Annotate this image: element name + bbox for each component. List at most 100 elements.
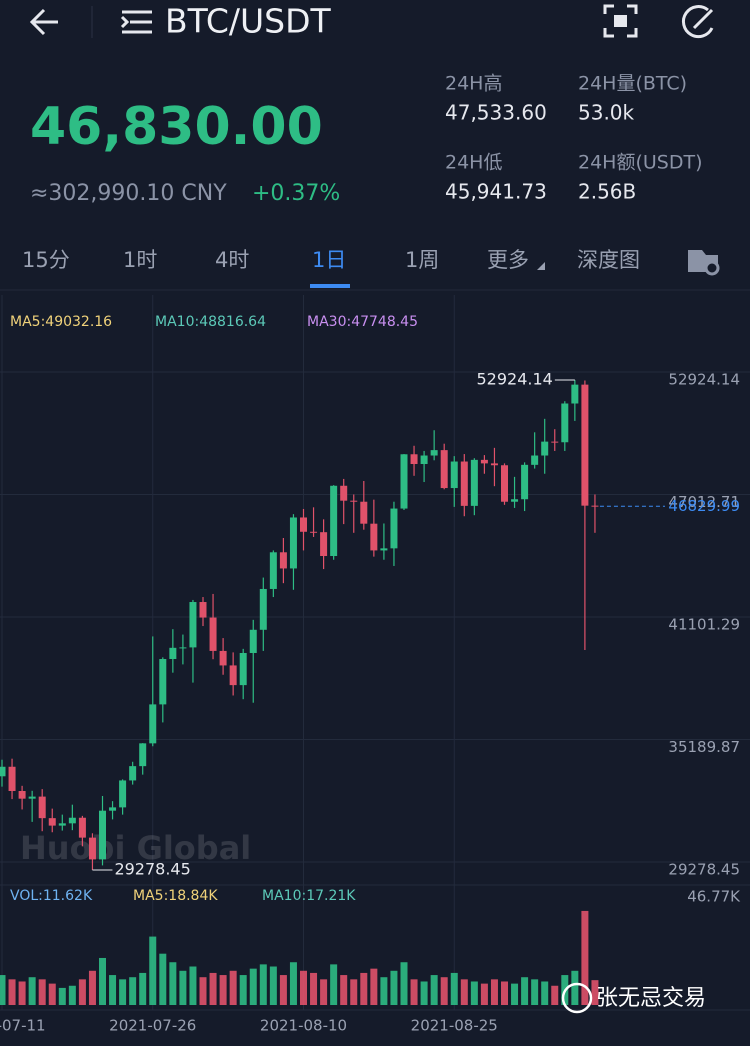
volume-bar [279,975,287,1005]
candle-body [511,499,519,502]
volume-bar [18,981,26,1005]
menu-icon[interactable] [120,10,152,34]
candle-body [99,810,106,860]
candle-body [279,552,287,569]
tab[interactable]: 1时 [123,248,157,272]
volume-bar [0,975,6,1005]
candle-body [159,659,167,705]
candle-body [480,459,488,464]
candle-body [400,454,408,509]
volume-bar [300,970,307,1005]
volume-bar [400,962,408,1005]
candle-body [380,548,388,551]
stat-label: 24H高 [445,73,502,95]
candle-body [189,602,197,648]
candle-body [581,384,589,506]
volume-bar [219,975,227,1005]
tab[interactable]: 4时 [215,248,249,272]
volume-bar [99,957,106,1005]
tab[interactable]: 1周 [405,248,439,272]
volume-bar [209,972,217,1005]
candle-body [58,823,66,826]
candle-body [561,403,569,443]
volume-bar [420,981,428,1005]
volume-bar [380,977,388,1005]
tab[interactable]: 更多 [487,248,529,272]
min-label: 29278.45 [114,859,190,878]
volume-bar [531,979,539,1005]
candle-body [350,500,358,502]
volume-bar [78,979,86,1005]
volume-bar [551,985,559,1005]
candle-body [269,552,277,589]
candle-body [109,807,117,811]
candle-body [8,766,16,792]
volume-bar [259,964,267,1005]
x-tick-label: 2021-07-11 [0,1017,46,1035]
candle-body [289,517,297,569]
candle-body [410,454,418,465]
candle-body [340,485,348,501]
x-tick-label: 2021-08-25 [411,1017,498,1035]
volume-bar [541,981,549,1005]
volume-tick-label: 46.77K [687,888,741,906]
volume-label: MA10:17.21K [262,888,356,904]
stat-label: 24H量(BTC) [578,73,687,95]
y-tick-label: 41101.29 [668,615,740,633]
volume-bar [571,970,579,1005]
candle-body [320,532,328,557]
pair-title: BTC/USDT [165,2,332,41]
volume-bar [139,972,147,1005]
candle-body [199,602,207,618]
volume-bar [28,977,36,1005]
x-tick-label: 2021-08-10 [260,1017,347,1035]
settings-icon[interactable] [688,250,720,276]
candle-body [440,450,448,489]
volume-label: MA5:18.84K [133,888,218,904]
last-price-label: 46829.99 [668,497,740,515]
candle-body [310,531,318,533]
candle-body [300,517,307,532]
y-tick-label: 52924.14 [668,370,740,388]
volume-bar [58,987,66,1005]
tab[interactable]: 1日 [312,248,346,272]
scan-icon[interactable] [603,4,638,38]
stat-value: 47,533.60 [445,101,547,125]
volume-bar [360,972,368,1005]
cny-price: ≈302,990.10 CNY [30,181,227,206]
volume-bar [8,979,16,1005]
candle-body [48,818,56,826]
tab[interactable]: 15分 [22,248,70,272]
refresh-icon[interactable] [681,5,714,38]
candle-body [541,441,549,456]
candle-body [68,817,76,824]
x-tick-label: 2021-07-26 [109,1017,196,1035]
stat-label: 24H低 [445,152,502,174]
volume-bar [470,981,478,1005]
candle-body [219,650,227,666]
candle-body [460,461,468,506]
candle-body [330,485,338,557]
volume-bar [239,975,247,1005]
volume-bar [330,964,338,1005]
volume-bar [410,979,418,1005]
candle-body [28,796,36,799]
volume-bar [289,962,297,1005]
stat-value: 45,941.73 [445,180,547,204]
volume-bar [511,983,519,1005]
y-tick-label: 29278.45 [668,860,740,878]
candle-body [88,837,96,860]
volume-bar [440,977,448,1005]
candle-body [501,465,508,502]
candle-body [521,464,529,500]
volume-bar [159,953,167,1005]
volume-bar [229,970,237,1005]
candle-body [370,523,378,551]
candle-body [0,766,6,777]
tab[interactable]: 深度图 [577,248,640,272]
watermark: Huobi Global [20,829,251,867]
y-tick-label: 47012.71 [668,493,740,511]
back-button[interactable] [29,8,58,36]
ma-label: MA10:48816.64 [155,314,266,330]
